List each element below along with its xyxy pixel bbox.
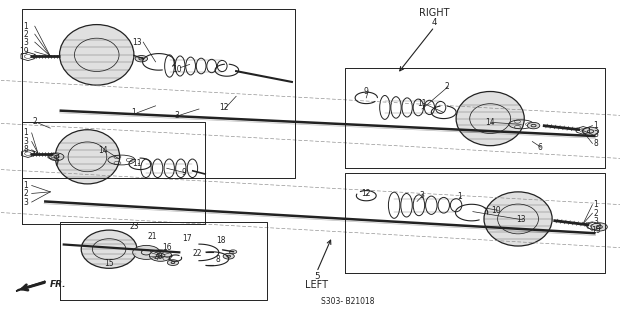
Text: 12: 12 [361, 189, 371, 198]
Text: 1: 1 [23, 128, 28, 137]
Text: 9: 9 [181, 168, 186, 177]
Circle shape [168, 260, 178, 266]
Text: 3: 3 [420, 190, 425, 200]
Text: 13: 13 [132, 38, 142, 47]
Text: 18: 18 [216, 236, 225, 245]
Text: 14: 14 [98, 146, 107, 155]
Circle shape [591, 223, 607, 231]
Text: 13: 13 [516, 215, 526, 224]
Text: 3: 3 [593, 217, 598, 226]
Ellipse shape [484, 192, 552, 246]
Circle shape [582, 127, 599, 135]
Text: S303- B21018: S303- B21018 [321, 297, 374, 306]
Text: 21: 21 [148, 232, 157, 241]
Text: 14: 14 [486, 118, 495, 127]
Text: 6: 6 [537, 143, 542, 152]
Text: LEFT: LEFT [305, 280, 328, 290]
Circle shape [229, 250, 237, 254]
Text: 23: 23 [129, 222, 138, 231]
Text: 1: 1 [457, 192, 461, 201]
Circle shape [135, 55, 148, 62]
Ellipse shape [456, 92, 524, 146]
Text: RIGHT: RIGHT [419, 8, 450, 19]
Text: 7: 7 [54, 159, 59, 168]
Text: 1: 1 [593, 200, 598, 209]
Text: 8: 8 [215, 255, 220, 264]
Text: 15: 15 [104, 259, 114, 268]
Ellipse shape [55, 130, 120, 184]
Circle shape [150, 250, 172, 261]
Text: 2: 2 [23, 189, 28, 198]
Text: 4: 4 [432, 19, 437, 28]
Text: 11: 11 [132, 159, 142, 168]
Text: 19: 19 [19, 47, 29, 56]
Text: 2: 2 [445, 82, 449, 91]
Ellipse shape [81, 230, 137, 268]
Text: 1: 1 [132, 108, 136, 117]
Text: 11: 11 [417, 99, 427, 108]
Text: 3: 3 [23, 38, 28, 47]
Text: 2: 2 [32, 117, 37, 126]
Text: 10: 10 [492, 206, 501, 215]
Text: 17: 17 [182, 234, 191, 243]
Circle shape [133, 245, 160, 260]
Text: FR.: FR. [50, 280, 67, 289]
Text: 16: 16 [162, 243, 171, 252]
Text: 10: 10 [173, 65, 182, 74]
Text: 12: 12 [219, 103, 229, 112]
Text: 1: 1 [23, 181, 28, 190]
Text: 8: 8 [23, 145, 28, 154]
Ellipse shape [60, 25, 134, 85]
Text: 1: 1 [23, 22, 28, 31]
Polygon shape [16, 281, 45, 291]
Text: 3: 3 [593, 130, 598, 139]
Circle shape [49, 153, 64, 161]
Text: 19: 19 [591, 226, 601, 235]
Text: 3: 3 [175, 111, 179, 120]
Text: 1: 1 [593, 121, 598, 130]
Text: 3: 3 [23, 197, 28, 206]
Text: 22: 22 [193, 249, 202, 258]
Text: 5: 5 [314, 272, 320, 281]
Text: 3: 3 [23, 137, 28, 146]
Text: 2: 2 [593, 209, 598, 218]
Text: 2: 2 [23, 30, 28, 39]
Circle shape [527, 123, 540, 129]
Circle shape [223, 253, 234, 259]
Text: 20: 20 [154, 252, 163, 261]
Text: 9: 9 [364, 87, 369, 96]
Text: 8: 8 [593, 139, 598, 148]
